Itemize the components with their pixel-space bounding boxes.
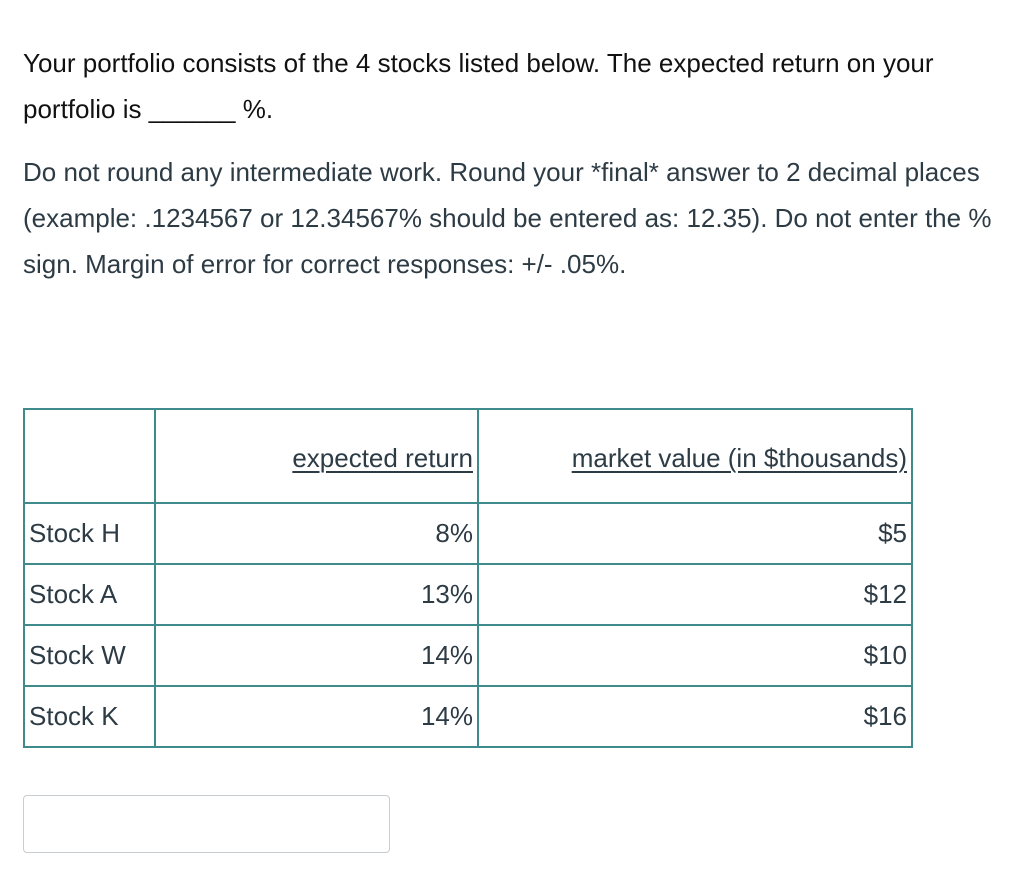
expected-return: 14% <box>154 685 479 748</box>
table-row: Stock A 13% $12 <box>23 563 913 626</box>
header-cell-empty <box>23 408 156 504</box>
stock-name: Stock H <box>23 502 156 565</box>
market-value: $5 <box>477 502 913 565</box>
stock-name: Stock W <box>23 624 156 687</box>
market-value: $12 <box>477 563 913 626</box>
table-row: Stock W 14% $10 <box>23 624 913 687</box>
question-text: Your portfolio consists of the 4 stocks … <box>23 48 934 124</box>
header-label: expected return <box>292 442 473 473</box>
instructions-text: Do not round any intermediate work. Roun… <box>23 157 992 279</box>
table-row: Stock H 8% $5 <box>23 502 913 565</box>
header-market-value: market value (in $thousands) <box>477 408 913 504</box>
table-row: Stock K 14% $16 <box>23 685 913 748</box>
market-value: $10 <box>477 624 913 687</box>
expected-return: 8% <box>154 502 479 565</box>
header-label: market value (in $thousands) <box>571 442 907 473</box>
expected-return: 13% <box>154 563 479 626</box>
stock-name: Stock A <box>23 563 156 626</box>
answer-input[interactable] <box>23 795 390 853</box>
stocks-table: expected return market value (in $thousa… <box>23 408 913 748</box>
stock-name: Stock K <box>23 685 156 748</box>
expected-return: 14% <box>154 624 479 687</box>
market-value: $16 <box>477 685 913 748</box>
header-expected-return: expected return <box>154 408 479 504</box>
table-header-row: expected return market value (in $thousa… <box>23 408 913 504</box>
